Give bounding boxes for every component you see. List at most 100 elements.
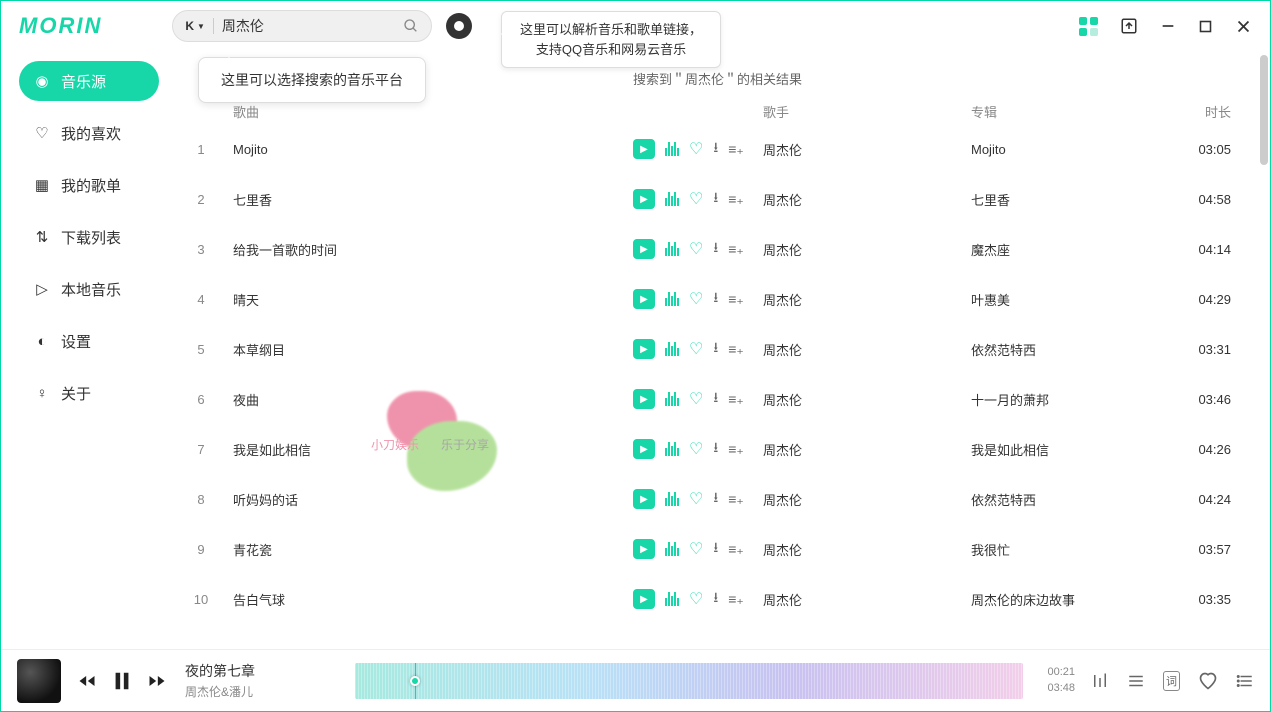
wave-icon[interactable] — [665, 292, 679, 306]
nav-label: 设置 — [61, 331, 91, 352]
heart-icon[interactable]: ♡ — [689, 389, 703, 409]
add-icon[interactable]: ≡₊ — [728, 241, 744, 258]
play-icon[interactable]: ▶ — [633, 139, 655, 159]
album-cover[interactable] — [17, 659, 61, 703]
add-icon[interactable]: ≡₊ — [728, 441, 744, 458]
table-row[interactable]: 3给我一首歌的时间▶♡⭳≡₊周杰伦魔杰座04:14 — [177, 224, 1258, 274]
close-button[interactable] — [1235, 18, 1252, 35]
sidebar-item-0[interactable]: ◉音乐源 — [19, 61, 159, 101]
download-icon[interactable]: ⭳ — [713, 237, 718, 261]
table-row[interactable]: 7我是如此相信▶♡⭳≡₊周杰伦我是如此相信04:26 — [177, 424, 1258, 474]
heart-icon[interactable]: ♡ — [689, 339, 703, 359]
table-row[interactable]: 8听妈妈的话▶♡⭳≡₊周杰伦依然范特西04:24 — [177, 474, 1258, 524]
heart-icon[interactable]: ♡ — [689, 589, 703, 609]
wave-icon[interactable] — [665, 192, 679, 206]
lyrics-button[interactable]: 词 — [1163, 671, 1180, 691]
table-row[interactable]: 10告白气球▶♡⭳≡₊周杰伦周杰伦的床边故事03:35 — [177, 574, 1258, 624]
play-icon[interactable]: ▶ — [633, 489, 655, 509]
minimize-button[interactable] — [1160, 18, 1176, 34]
row-index: 8 — [177, 492, 225, 507]
wave-icon[interactable] — [665, 392, 679, 406]
wave-icon[interactable] — [665, 492, 679, 506]
play-icon[interactable]: ▶ — [633, 339, 655, 359]
wave-icon[interactable] — [665, 242, 679, 256]
sidebar-item-2[interactable]: ▦我的歌单 — [19, 165, 159, 205]
add-icon[interactable]: ≡₊ — [728, 191, 744, 208]
search-input[interactable] — [222, 18, 403, 34]
download-icon[interactable]: ⭳ — [713, 387, 718, 411]
add-icon[interactable]: ≡₊ — [728, 391, 744, 408]
table-row[interactable]: 2七里香▶♡⭳≡₊周杰伦七里香04:58 — [177, 174, 1258, 224]
add-icon[interactable]: ≡₊ — [728, 591, 744, 608]
sidebar-item-6[interactable]: ♀关于 — [19, 373, 159, 413]
wave-icon[interactable] — [665, 342, 679, 356]
table-row[interactable]: 6夜曲▶♡⭳≡₊周杰伦十一月的萧邦03:46 — [177, 374, 1258, 424]
wave-icon[interactable] — [665, 592, 679, 606]
heart-icon[interactable]: ♡ — [689, 439, 703, 459]
row-duration: 04:29 — [1181, 292, 1231, 307]
row-song: Mojito — [225, 142, 633, 157]
sidebar: ◉音乐源 ♡我的喜欢 ▦我的歌单 ⇅下载列表 ▷本地音乐 ◐设置 ♀关于 — [1, 51, 177, 649]
play-icon[interactable]: ▶ — [633, 289, 655, 309]
scrollbar[interactable] — [1260, 55, 1268, 165]
tooltip-text: 这里可以解析音乐和歌单链接， — [520, 20, 702, 40]
heart-icon[interactable]: ♡ — [689, 239, 703, 259]
pause-button[interactable] — [111, 670, 133, 692]
play-icon[interactable]: ▶ — [633, 439, 655, 459]
equalizer-icon[interactable] — [1091, 672, 1109, 690]
download-icon[interactable]: ⭳ — [713, 437, 718, 461]
heart-icon[interactable] — [1198, 671, 1218, 691]
download-icon[interactable]: ⭳ — [713, 187, 718, 211]
play-icon[interactable]: ▶ — [633, 389, 655, 409]
play-icon[interactable]: ▶ — [633, 589, 655, 609]
prev-button[interactable] — [77, 671, 97, 691]
download-icon[interactable]: ⭳ — [713, 137, 718, 161]
download-icon[interactable]: ⭳ — [713, 587, 718, 611]
table-row[interactable]: 4晴天▶♡⭳≡₊周杰伦叶惠美04:29 — [177, 274, 1258, 324]
next-button[interactable] — [147, 671, 167, 691]
sidebar-item-5[interactable]: ◐设置 — [19, 321, 159, 361]
download-icon[interactable]: ⭳ — [713, 287, 718, 311]
play-icon[interactable]: ▶ — [633, 539, 655, 559]
search-icon[interactable] — [403, 18, 419, 34]
wave-icon[interactable] — [665, 442, 679, 456]
table-row[interactable]: 1Mojito▶♡⭳≡₊周杰伦Mojito03:05 — [177, 124, 1258, 174]
add-icon[interactable]: ≡₊ — [728, 541, 744, 558]
heart-icon[interactable]: ♡ — [689, 139, 703, 159]
apps-icon[interactable] — [1079, 17, 1098, 36]
add-icon[interactable]: ≡₊ — [728, 141, 744, 158]
wave-icon[interactable] — [665, 542, 679, 556]
play-icon[interactable]: ▶ — [633, 239, 655, 259]
play-icon[interactable]: ▶ — [633, 189, 655, 209]
col-duration: 时长 — [1181, 102, 1231, 121]
download-icon[interactable]: ⭳ — [713, 487, 718, 511]
row-song: 青花瓷 — [225, 540, 633, 559]
add-icon[interactable]: ≡₊ — [728, 291, 744, 308]
download-icon[interactable]: ⭳ — [713, 337, 718, 361]
queue-icon[interactable] — [1236, 672, 1254, 690]
search-source-selector[interactable]: K ▼ — [185, 19, 205, 33]
wave-icon[interactable] — [665, 142, 679, 156]
content-area: 搜索到＂周杰伦＂的相关结果 小刀娱乐 乐于分享 歌曲 歌手 专辑 时长 1Moj… — [177, 51, 1270, 649]
heart-icon[interactable]: ♡ — [689, 489, 703, 509]
add-icon[interactable]: ≡₊ — [728, 341, 744, 358]
table-row[interactable]: 9青花瓷▶♡⭳≡₊周杰伦我很忙03:57 — [177, 524, 1258, 574]
nav-label: 下载列表 — [61, 227, 121, 248]
waveform-progress[interactable] — [355, 663, 1023, 699]
heart-icon[interactable]: ♡ — [689, 539, 703, 559]
playlist-icon[interactable] — [1127, 672, 1145, 690]
table-row[interactable]: 5本草纲目▶♡⭳≡₊周杰伦依然范特西03:31 — [177, 324, 1258, 374]
sidebar-item-1[interactable]: ♡我的喜欢 — [19, 113, 159, 153]
add-icon[interactable]: ≡₊ — [728, 491, 744, 508]
sidebar-item-4[interactable]: ▷本地音乐 — [19, 269, 159, 309]
row-album: 魔杰座 — [971, 240, 1181, 259]
heart-icon[interactable]: ♡ — [689, 289, 703, 309]
heart-icon[interactable]: ♡ — [689, 189, 703, 209]
download-icon[interactable]: ⭳ — [713, 537, 718, 561]
sidebar-item-3[interactable]: ⇅下载列表 — [19, 217, 159, 257]
parse-link-button[interactable] — [446, 13, 472, 39]
maximize-button[interactable] — [1198, 19, 1213, 34]
row-duration: 03:57 — [1181, 542, 1231, 557]
nav-icon: ▷ — [33, 280, 51, 298]
upload-icon[interactable] — [1120, 17, 1138, 35]
